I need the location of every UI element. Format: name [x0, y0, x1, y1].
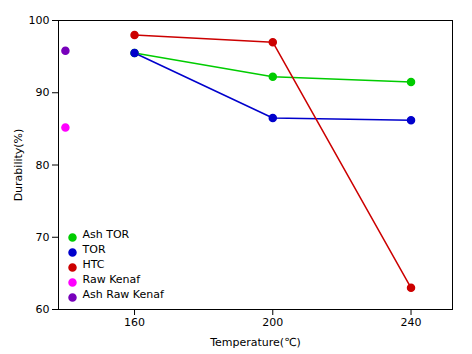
svg-text:HTC: HTC	[83, 258, 105, 271]
svg-text:90: 90	[36, 86, 50, 99]
svg-text:Durability(%): Durability(%)	[12, 129, 25, 202]
svg-text:Temperature(℃): Temperature(℃)	[209, 336, 301, 349]
svg-text:70: 70	[36, 231, 50, 244]
svg-text:160: 160	[124, 316, 145, 329]
svg-text:80: 80	[36, 159, 50, 172]
svg-text:Ash TOR: Ash TOR	[83, 228, 130, 241]
svg-text:100: 100	[29, 14, 50, 27]
svg-text:TOR: TOR	[82, 243, 106, 256]
svg-text:60: 60	[36, 303, 50, 316]
svg-text:200: 200	[262, 316, 283, 329]
svg-text:240: 240	[401, 316, 422, 329]
svg-text:Raw Kenaf: Raw Kenaf	[83, 273, 142, 286]
svg-text:Ash Raw Kenaf: Ash Raw Kenaf	[83, 288, 166, 301]
